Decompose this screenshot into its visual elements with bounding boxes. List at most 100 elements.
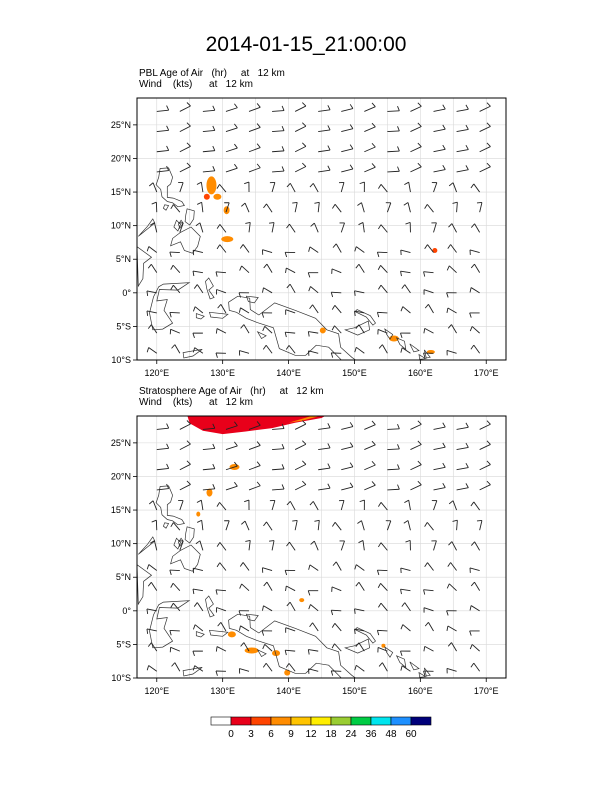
wind-barb — [219, 224, 227, 233]
wind-barb — [174, 662, 181, 672]
wind-barb-feather — [349, 422, 354, 427]
wind-barb-feather — [378, 542, 382, 548]
wind-barb-feather — [307, 649, 310, 655]
wind-barb — [248, 167, 261, 173]
wind-barb — [313, 222, 319, 233]
wind-barb — [225, 520, 230, 531]
stratosphere-air-edge — [288, 416, 320, 423]
wind-barb — [264, 644, 273, 652]
wind-barb-feather — [397, 146, 400, 152]
wind-barb-feather — [166, 165, 170, 171]
wind-barb — [194, 347, 204, 354]
wind-barb — [202, 130, 215, 133]
wind-barb — [450, 562, 457, 571]
wind-barb — [271, 182, 276, 193]
coastline — [155, 485, 185, 526]
wind-barb — [219, 184, 227, 193]
wind-barb — [248, 106, 261, 112]
wind-barb — [356, 346, 365, 354]
wind-barb — [225, 147, 238, 153]
wind-barb — [361, 202, 365, 213]
wind-barb — [334, 643, 342, 652]
wind-barb — [358, 642, 365, 652]
wind-barb-feather — [309, 183, 314, 188]
wind-barb-feather — [442, 164, 446, 170]
wind-barb-feather — [284, 650, 287, 656]
wind-barb-feather — [216, 562, 221, 568]
lat-tick-label: 10°S — [111, 673, 131, 683]
wind-barb — [427, 244, 434, 253]
wind-barb — [402, 624, 411, 632]
wind-barb — [265, 662, 273, 672]
wind-barb-feather — [470, 541, 475, 546]
wind-barb-feather — [169, 312, 172, 318]
wind-barb-feather — [423, 328, 426, 334]
map-panel-pbl: 120°E 130°E 140°E 150°E 160°E 170°E 25°N 20°N 15… — [111, 97, 507, 378]
wind-barb — [474, 223, 481, 233]
wind-barb-feather — [469, 605, 472, 611]
wind-barb-feather — [470, 501, 475, 507]
wind-barb — [148, 347, 158, 354]
wind-barb-feather — [470, 581, 475, 587]
lon-tick-label: 140°E — [276, 686, 301, 696]
colorbar-label: 3 — [248, 729, 254, 740]
wind-barb-feather — [217, 304, 222, 309]
wind-barb — [380, 284, 388, 294]
coastline — [138, 218, 156, 237]
lat-tick-label: 15°N — [111, 505, 131, 515]
coastline — [209, 311, 229, 319]
wind-barb — [179, 125, 191, 132]
wind-barb-feather — [417, 460, 422, 465]
wind-barb-feather — [234, 421, 238, 427]
wind-barb — [428, 622, 434, 632]
wind-barb — [193, 249, 203, 253]
wind-barb — [402, 306, 411, 314]
colorbar-swatch — [310, 716, 332, 726]
wind-barb — [341, 466, 354, 471]
wind-barb — [341, 486, 354, 491]
lon-tick-label: 120°E — [144, 368, 169, 378]
wind-barb-feather — [331, 325, 335, 331]
age-of-air-patch — [244, 647, 259, 654]
lat-tick-label: 25°N — [111, 438, 131, 448]
wind-barb — [331, 609, 342, 612]
wind-barb-feather — [465, 144, 469, 150]
coastline — [423, 667, 431, 677]
wind-barb — [194, 665, 204, 672]
wind-barb — [381, 662, 388, 672]
wind-barb — [193, 567, 203, 571]
wind-barb-feather — [212, 105, 216, 111]
coastline — [137, 563, 153, 606]
wind-barb-feather — [169, 630, 172, 636]
wind-barb-feather — [215, 589, 218, 595]
wind-barb — [479, 146, 491, 153]
colorbar-swatch — [330, 716, 352, 726]
wind-barb — [380, 542, 388, 551]
wind-barb-feather — [212, 145, 216, 151]
wind-barb-feather — [286, 223, 290, 229]
wind-barb-feather — [400, 271, 402, 277]
wind-barb-feather — [234, 163, 238, 169]
wind-barb — [479, 520, 483, 531]
wind-barb-feather — [354, 290, 356, 296]
wind-barb — [248, 424, 261, 430]
colorbar: 0 3 6 9 12 18 24 36 48 60 — [210, 716, 432, 740]
wind-barb — [355, 564, 365, 571]
wind-barb — [380, 224, 388, 233]
wind-barb — [289, 541, 296, 551]
wind-barb-feather — [151, 519, 157, 523]
age-of-air-patch — [203, 193, 210, 200]
wind-barb — [242, 562, 250, 571]
wind-barb — [364, 484, 376, 491]
wind-barb — [309, 246, 319, 253]
coastline — [184, 208, 195, 226]
colorbar-label: 24 — [345, 729, 357, 740]
wind-barb — [179, 182, 184, 193]
wind-barb-feather — [307, 272, 311, 278]
wind-barb-feather — [448, 500, 454, 505]
wind-barb — [474, 581, 481, 591]
wind-barb — [272, 170, 285, 173]
wind-barb-feather — [331, 643, 335, 649]
wind-barb — [479, 105, 491, 112]
wind-barb-feather — [166, 105, 170, 111]
